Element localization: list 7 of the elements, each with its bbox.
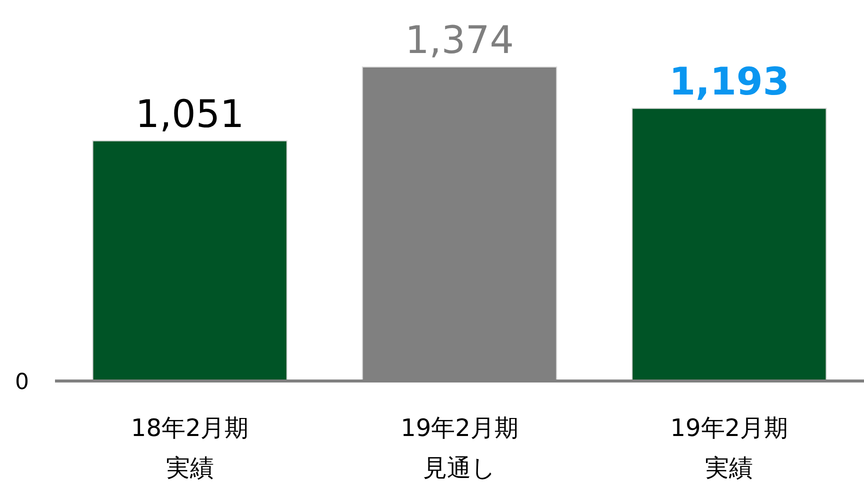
data-label: 1,374 xyxy=(405,18,514,62)
data-label: 1,193 xyxy=(669,59,790,104)
x-tick-label: 18年2月期実績 xyxy=(130,413,250,484)
x-tick-label: 19年2月期実績 xyxy=(669,413,790,484)
x-tick-label: 19年2月期見通し xyxy=(400,413,520,484)
text: 0 xyxy=(15,370,29,395)
data-label: 1,051 xyxy=(135,92,244,136)
